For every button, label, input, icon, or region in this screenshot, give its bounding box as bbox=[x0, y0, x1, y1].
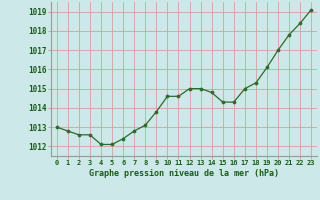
X-axis label: Graphe pression niveau de la mer (hPa): Graphe pression niveau de la mer (hPa) bbox=[89, 169, 279, 178]
